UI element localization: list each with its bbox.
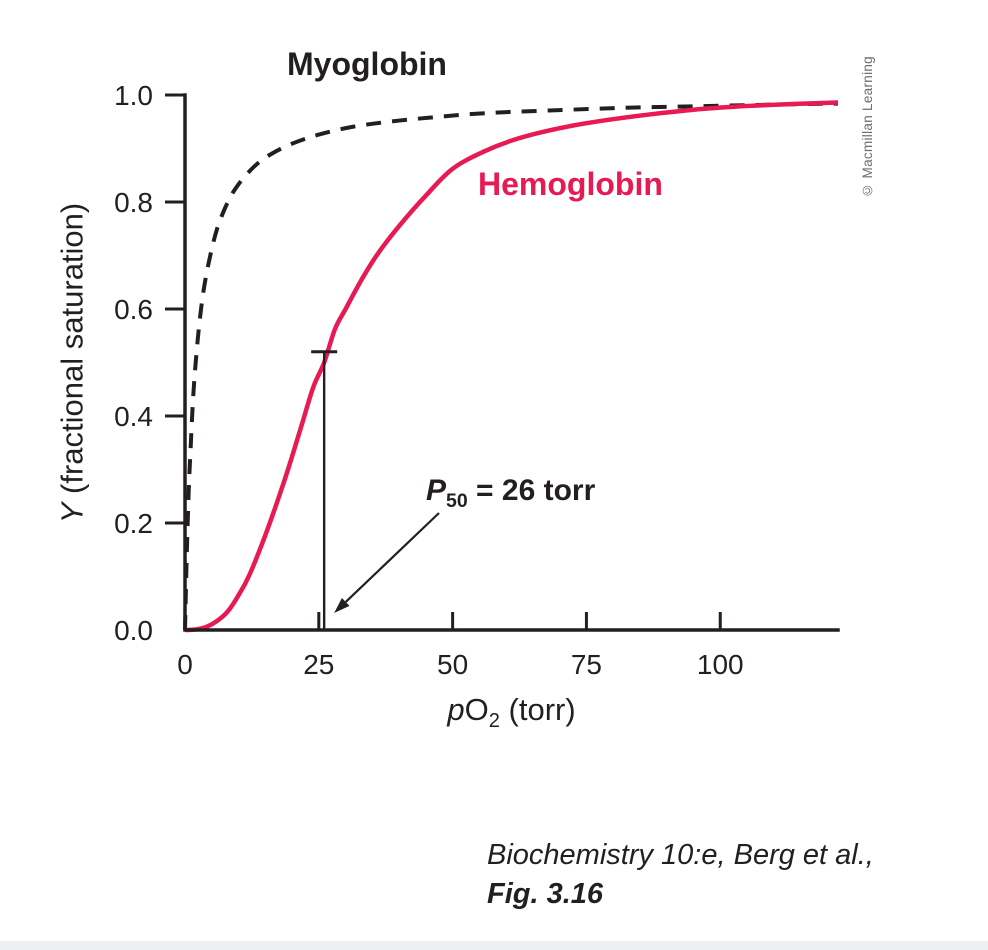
svg-text:25: 25 <box>303 649 334 680</box>
svg-text:0.2: 0.2 <box>114 508 153 539</box>
svg-text:1.0: 1.0 <box>114 80 153 111</box>
svg-text:0.8: 0.8 <box>114 187 153 218</box>
page-edge <box>0 941 988 950</box>
svg-text:0.6: 0.6 <box>114 294 153 325</box>
svg-text:0.0: 0.0 <box>114 615 153 646</box>
caption-fig-line: Fig. 3.16 <box>487 878 604 911</box>
svg-text:75: 75 <box>571 649 602 680</box>
oxygen-binding-chart: 0.0 0.2 0.4 0.6 0.8 1.0 0 25 50 75 100 <box>114 80 840 680</box>
copyright-credit: © Macmillan Learning <box>860 56 875 198</box>
svg-text:50: 50 <box>437 649 468 680</box>
svg-text:0.4: 0.4 <box>114 401 153 432</box>
caption-book-line: Biochemistry 10:e, Berg et al., <box>487 839 874 871</box>
svg-text:100: 100 <box>697 649 744 680</box>
figure-caption: Biochemistry 10:e, Berg et al., Fig. 3.1… <box>487 836 874 914</box>
svg-text:0: 0 <box>177 649 193 680</box>
